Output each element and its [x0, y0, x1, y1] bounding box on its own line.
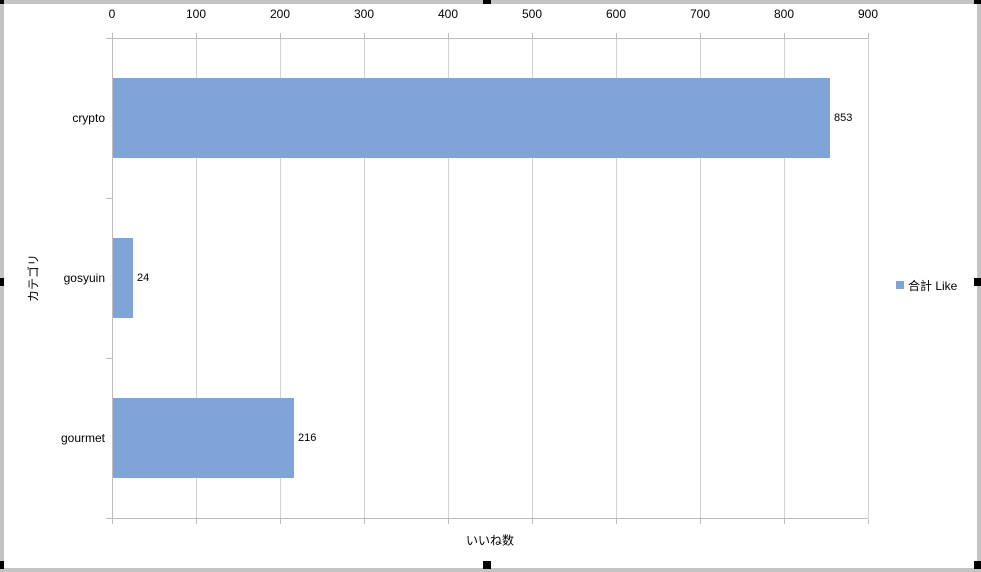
resize-handle-right-middle[interactable]	[974, 278, 981, 286]
category-axis-tick	[106, 38, 112, 39]
data-label-gosyuin[interactable]: 24	[137, 272, 150, 284]
value-axis-tick	[364, 519, 365, 524]
value-axis-tick	[448, 519, 449, 524]
value-axis-tick-label[interactable]: 900	[857, 7, 879, 21]
value-axis-line-top	[112, 38, 868, 39]
legend-label: 合計 Like	[908, 278, 958, 293]
value-axis-tick-label[interactable]: 500	[521, 7, 543, 21]
value-axis-tick	[196, 33, 197, 38]
category-axis-label-gosyuin[interactable]: gosyuin	[63, 271, 105, 285]
chart-border-bottom	[0, 568, 981, 572]
value-axis-tick-label[interactable]: 700	[689, 7, 711, 21]
value-axis-tick-label[interactable]: 600	[605, 7, 627, 21]
value-axis-tick	[700, 33, 701, 38]
value-axis-tick	[280, 33, 281, 38]
category-axis-line	[112, 33, 113, 523]
chart-border-left	[0, 0, 4, 572]
gridline	[280, 38, 281, 518]
category-axis-tick	[106, 518, 112, 519]
legend[interactable]: 合計 Like	[896, 277, 957, 293]
value-axis-title[interactable]: いいね数	[465, 533, 515, 548]
value-axis-tick	[112, 33, 113, 38]
gridline	[700, 38, 701, 518]
gridline	[448, 38, 449, 518]
category-axis-title[interactable]: カテゴリ	[26, 253, 41, 303]
plot-bottom-line	[112, 518, 868, 519]
value-axis-tick	[532, 33, 533, 38]
category-axis-label-crypto[interactable]: crypto	[72, 111, 105, 125]
gridline	[196, 38, 197, 518]
category-axis-label-gourmet[interactable]: gourmet	[60, 431, 105, 445]
resize-handle-bottom-right[interactable]	[974, 561, 981, 569]
value-axis-tick	[784, 33, 785, 38]
gridline	[532, 38, 533, 518]
value-axis-tick-label[interactable]: 0	[108, 7, 116, 21]
bar-gosyuin[interactable]	[113, 238, 133, 318]
resize-handle-top-middle[interactable]	[483, 0, 491, 4]
resize-handle-top-left[interactable]	[0, 0, 4, 4]
value-axis-tick-label[interactable]: 100	[185, 7, 207, 21]
gridline	[616, 38, 617, 518]
value-axis-tick	[280, 519, 281, 524]
value-axis-tick	[868, 519, 869, 524]
value-axis-tick	[616, 33, 617, 38]
data-label-gourmet[interactable]: 216	[298, 432, 317, 444]
resize-handle-left-middle[interactable]	[0, 278, 4, 286]
data-label-crypto[interactable]: 853	[834, 112, 853, 124]
value-axis-tick	[700, 519, 701, 524]
value-axis-tick-label[interactable]: 300	[353, 7, 375, 21]
value-axis-tick-label[interactable]: 800	[773, 7, 795, 21]
category-axis-tick	[106, 198, 112, 199]
category-axis-tick	[106, 358, 112, 359]
value-axis-tick-label[interactable]: 200	[269, 7, 291, 21]
value-axis-tick	[616, 519, 617, 524]
gridline	[868, 38, 869, 518]
resize-handle-bottom-middle[interactable]	[483, 561, 491, 569]
gridline	[784, 38, 785, 518]
value-axis-tick	[448, 33, 449, 38]
resize-handle-bottom-left[interactable]	[0, 561, 4, 569]
resize-handle-top-right[interactable]	[974, 0, 981, 4]
value-axis-tick	[868, 33, 869, 38]
bar-crypto[interactable]	[113, 78, 830, 158]
value-axis-tick-label[interactable]: 400	[437, 7, 459, 21]
gridline	[364, 38, 365, 518]
value-axis-tick	[364, 33, 365, 38]
chart-border-right	[977, 0, 981, 572]
value-axis-tick	[784, 519, 785, 524]
bar-gourmet[interactable]	[113, 398, 294, 478]
value-axis-tick	[532, 519, 533, 524]
value-axis-tick	[112, 519, 113, 524]
value-axis-tick	[196, 519, 197, 524]
legend-marker-icon	[896, 281, 904, 289]
